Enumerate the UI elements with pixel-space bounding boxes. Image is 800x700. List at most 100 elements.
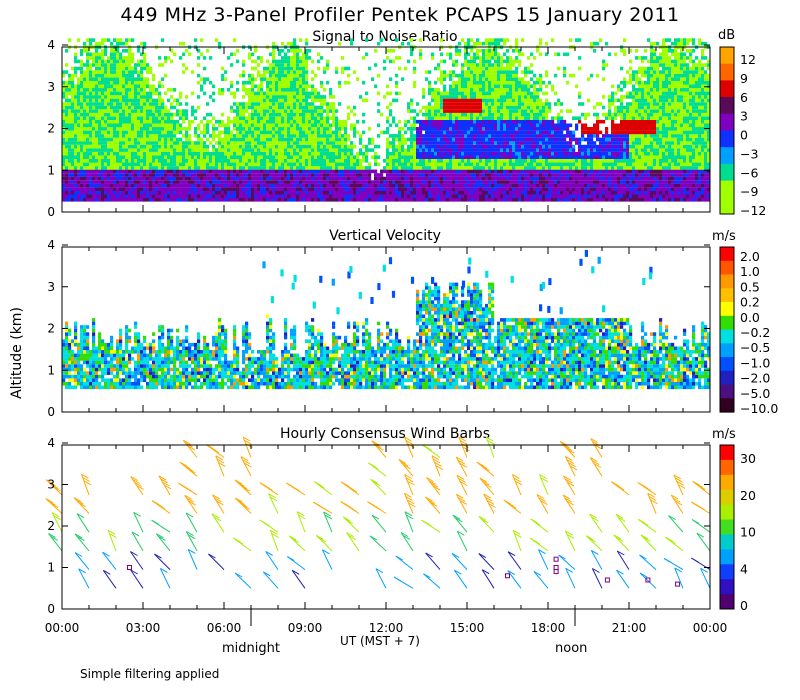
snr-cell <box>488 116 492 120</box>
snr-cell <box>251 88 255 92</box>
snr-cell <box>77 91 81 96</box>
snr-cell <box>212 91 216 96</box>
snr-cell <box>389 176 393 181</box>
snr-cell <box>197 105 201 110</box>
snr-cell <box>92 102 96 106</box>
snr-cell <box>203 134 207 138</box>
snr-cell <box>284 123 288 128</box>
snr-cell <box>479 88 483 92</box>
snr-cell <box>161 155 165 159</box>
snr-cell <box>200 151 204 156</box>
snr-cell <box>464 88 468 92</box>
snr-cell <box>71 137 75 142</box>
snr-cell <box>233 162 237 167</box>
snr-cell <box>488 134 492 138</box>
snr-cell <box>263 187 267 191</box>
snr-cell <box>272 162 276 167</box>
snr-cell <box>221 119 225 124</box>
snr-cell <box>479 80 483 85</box>
snr-cell <box>332 180 336 184</box>
snr-cell <box>92 141 96 145</box>
snr-cell <box>494 52 498 57</box>
snr-cell <box>206 102 210 106</box>
snr-cell <box>449 155 453 159</box>
snr-cell <box>257 169 261 174</box>
snr-cell <box>188 137 192 142</box>
snr-cell <box>86 88 90 92</box>
snr-cell <box>296 190 300 195</box>
snr-cell <box>203 159 207 163</box>
snr-cell <box>236 159 240 163</box>
snr-cell <box>293 173 297 177</box>
snr-cell <box>467 159 471 163</box>
snr-cell <box>161 38 165 42</box>
snr-cell <box>494 88 498 92</box>
snr-cell <box>386 194 390 199</box>
snr-cell <box>488 119 492 124</box>
snr-cell <box>236 148 240 152</box>
snr-cell <box>161 141 165 145</box>
snr-cell <box>71 176 75 181</box>
snr-cell <box>341 169 345 174</box>
snr-cell <box>470 134 474 138</box>
snr-cell <box>140 176 144 181</box>
snr-cell <box>95 63 99 67</box>
snr-cell <box>260 187 264 191</box>
snr-cell <box>137 180 141 184</box>
snr-cell <box>299 38 303 42</box>
snr-cell <box>101 198 105 202</box>
snr-cell <box>221 112 225 117</box>
snr-cell <box>98 127 102 131</box>
snr-cell <box>113 162 117 167</box>
snr-cell <box>458 141 462 145</box>
snr-cell <box>221 159 225 163</box>
snr-cell <box>197 148 201 152</box>
snr-cell <box>272 116 276 120</box>
snr-cell <box>335 187 339 191</box>
snr-cell <box>305 66 309 71</box>
snr-cell <box>158 127 162 131</box>
snr-cell <box>92 198 96 202</box>
snr-cell <box>107 183 111 188</box>
snr-cell <box>254 198 258 202</box>
snr-cell <box>467 80 471 85</box>
snr-cell <box>308 134 312 138</box>
snr-cell <box>290 127 294 131</box>
snr-cell <box>98 198 102 202</box>
snr-cell <box>98 151 102 156</box>
snr-cell <box>77 59 81 64</box>
snr-cell <box>155 119 159 124</box>
snr-cell <box>314 173 318 177</box>
snr-cell <box>440 144 444 149</box>
snr-cell <box>134 77 138 81</box>
snr-cell <box>500 155 504 159</box>
snr-cell <box>434 151 438 156</box>
snr-cell <box>122 70 126 74</box>
snr-cell <box>221 123 225 128</box>
snr-cell <box>128 198 132 202</box>
snr-cell <box>296 180 300 184</box>
snr-cell <box>311 59 315 64</box>
snr-cell <box>74 102 78 106</box>
snr-cell <box>488 123 492 128</box>
snr-cell <box>101 73 105 78</box>
snr-cell <box>119 137 123 142</box>
snr-cell <box>113 155 117 159</box>
snr-cell <box>455 180 459 184</box>
snr-cell <box>503 198 507 202</box>
snr-cell <box>413 159 417 163</box>
snr-cell <box>155 137 159 142</box>
snr-cell <box>329 180 333 184</box>
snr-cell <box>425 70 429 74</box>
snr-cell <box>413 166 417 170</box>
snr-cell <box>317 116 321 120</box>
snr-cell <box>398 119 402 124</box>
snr-cell <box>95 41 99 46</box>
snr-cell <box>425 130 429 135</box>
snr-cell <box>287 73 291 78</box>
snr-cell <box>242 169 246 174</box>
snr-cell <box>239 159 243 163</box>
snr-cell <box>179 155 183 159</box>
snr-cell <box>182 190 186 195</box>
snr-cell <box>485 116 489 120</box>
